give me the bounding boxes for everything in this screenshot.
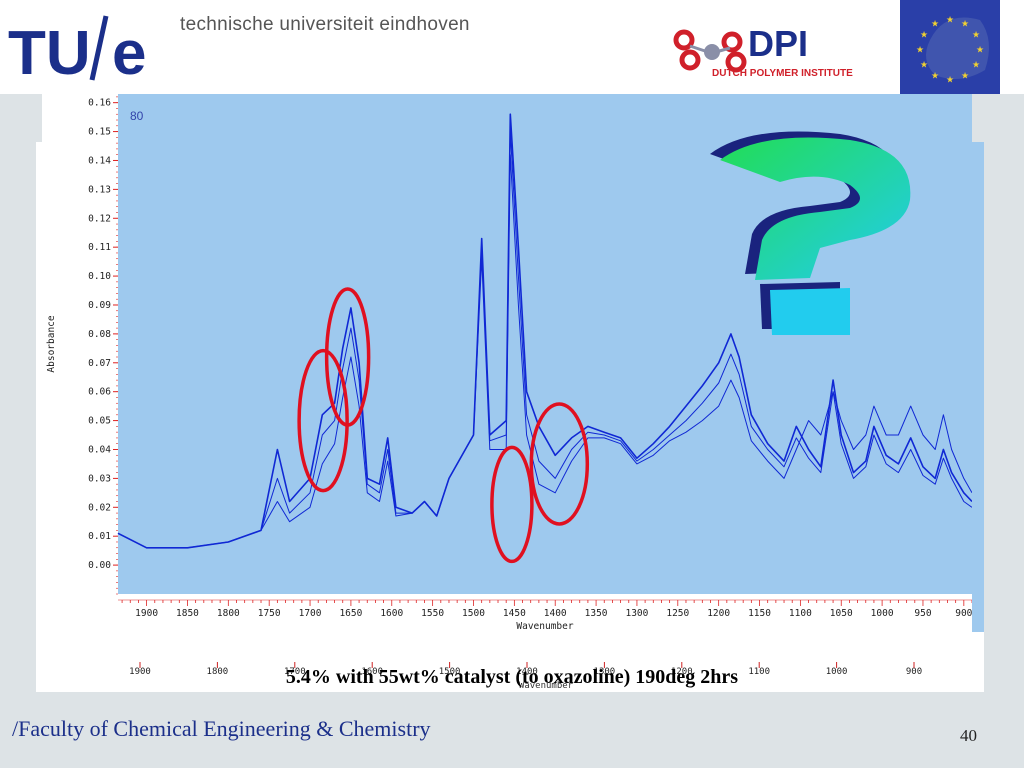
x-tick-label: 1350 xyxy=(585,608,608,619)
eu-star-icon: ★ xyxy=(946,76,954,86)
y-tick-label: 0.14 xyxy=(88,155,111,166)
eu-star-icon: ★ xyxy=(920,61,928,71)
x-tick-label: 900 xyxy=(955,608,972,619)
y-tick-label: 0.12 xyxy=(88,213,111,224)
y-tick-label: 0.00 xyxy=(88,560,111,571)
y-tick-label: 0.16 xyxy=(88,98,111,109)
background-xlabel: Wavenumber xyxy=(519,681,574,691)
page-number: 40 xyxy=(960,726,977,745)
dpi-logo: DPI DUTCH POLYMER INSTITUTE xyxy=(673,23,853,79)
background-xtick-label: 900 xyxy=(906,667,922,677)
x-tick-label: 1200 xyxy=(707,608,730,619)
y-tick-label: 0.04 xyxy=(88,444,111,455)
tue-logo: TU e xyxy=(8,15,146,86)
slide-header: TU e technische universiteit eindhoven D… xyxy=(0,0,1024,94)
chart-svg: 0.00 0.01 0.02 0.03 0.04 0.05 0.06 0.07 0.08 0.09… xyxy=(42,94,973,634)
x-tick-label: 1650 xyxy=(339,608,362,619)
x-tick-label: 1000 xyxy=(871,608,894,619)
eu-star-icon: ★ xyxy=(972,61,980,71)
x-tick-label: 1800 xyxy=(217,608,240,619)
x-tick-label: 1750 xyxy=(258,608,281,619)
dpi-subtitle: DUTCH POLYMER INSTITUTE xyxy=(712,68,853,79)
eu-star-icon: ★ xyxy=(946,16,954,26)
eu-star-icon: ★ xyxy=(931,20,939,30)
background-xtick-label: 1800 xyxy=(207,667,229,677)
x-tick-label: 1900 xyxy=(135,608,158,619)
y-tick-label: 0.07 xyxy=(88,358,111,369)
y-tick-label: 0.02 xyxy=(88,502,111,513)
x-axis-label: Wavenumber xyxy=(516,621,573,632)
tue-logo-e: e xyxy=(112,19,146,86)
x-tick-label: 1600 xyxy=(380,608,403,619)
x-tick-label: 1150 xyxy=(748,608,771,619)
y-tick-label: 0.13 xyxy=(88,184,111,195)
eu-star-icon: ★ xyxy=(916,46,924,56)
background-xtick-label: 1400 xyxy=(516,667,538,677)
question-mark-icon xyxy=(710,131,911,335)
background-xtick-label: 1300 xyxy=(594,667,616,677)
highlight-circle xyxy=(297,348,349,493)
background-xtick-label: 1900 xyxy=(129,667,151,677)
molecule-icon xyxy=(673,29,747,73)
y-axis-label: Absorbance xyxy=(46,315,57,372)
y-tick-label: 0.03 xyxy=(88,473,111,484)
background-xtick-label: 1700 xyxy=(284,667,306,677)
figure-caption: 5.4% with 55wt% catalyst (to oxazoline) … xyxy=(285,666,739,688)
x-tick-label: 1050 xyxy=(830,608,853,619)
eu-star-icon: ★ xyxy=(961,71,969,81)
x-tick-label: 1300 xyxy=(625,608,648,619)
y-tick-label: 0.06 xyxy=(88,387,111,398)
x-tick-label: 1100 xyxy=(789,608,812,619)
x-tick-label: 1850 xyxy=(176,608,199,619)
eu-star-icon: ★ xyxy=(972,31,980,41)
eu-star-icon: ★ xyxy=(976,46,984,56)
ftir-chart: 0.00 0.01 0.02 0.03 0.04 0.05 0.06 0.07 0.08 0.09… xyxy=(42,94,973,634)
x-tick-label: 1700 xyxy=(299,608,322,619)
y-tick-label: 0.15 xyxy=(88,127,111,138)
y-tick-label: 0.09 xyxy=(88,300,111,311)
tue-logo-tu: TU xyxy=(8,19,91,86)
eu-star-icon: ★ xyxy=(931,71,939,81)
background-xtick-label: 1500 xyxy=(439,667,461,677)
y-tick-label: 0.01 xyxy=(88,531,111,542)
background-xtick-label: 1200 xyxy=(671,667,693,677)
eu-star-icon: ★ xyxy=(961,20,969,30)
highlight-circle xyxy=(324,287,371,427)
x-tick-label: 1250 xyxy=(666,608,689,619)
background-xtick-label: 1600 xyxy=(361,667,383,677)
background-xtick-label: 1100 xyxy=(748,667,770,677)
series-line-2 xyxy=(117,131,973,549)
x-tick-label: 1450 xyxy=(503,608,526,619)
eu-flag-icon: ★★★★★★★★★ ★ ★★ xyxy=(900,0,1000,94)
y-tick-label: 0.11 xyxy=(88,242,111,253)
background-xtick-label: 1000 xyxy=(826,667,848,677)
y-tick-label: 0.08 xyxy=(88,329,111,340)
eu-star-icon: ★ xyxy=(920,31,928,41)
highlight-circle xyxy=(490,445,534,564)
x-tick-label: 950 xyxy=(914,608,931,619)
university-name: technische universiteit eindhoven xyxy=(180,14,470,35)
x-tick-label: 1500 xyxy=(462,608,485,619)
faculty-footer: /Faculty of Chemical Engineering & Chemi… xyxy=(12,716,431,741)
y-tick-label: 0.10 xyxy=(88,271,111,282)
x-tick-label: 1400 xyxy=(544,608,567,619)
chart-annotation: 80 xyxy=(130,109,144,123)
x-tick-label: 1550 xyxy=(421,608,444,619)
highlight-circle xyxy=(529,402,590,526)
dpi-title: DPI xyxy=(748,23,808,64)
y-tick-label: 0.05 xyxy=(88,416,111,427)
series-line-1 xyxy=(117,113,973,549)
